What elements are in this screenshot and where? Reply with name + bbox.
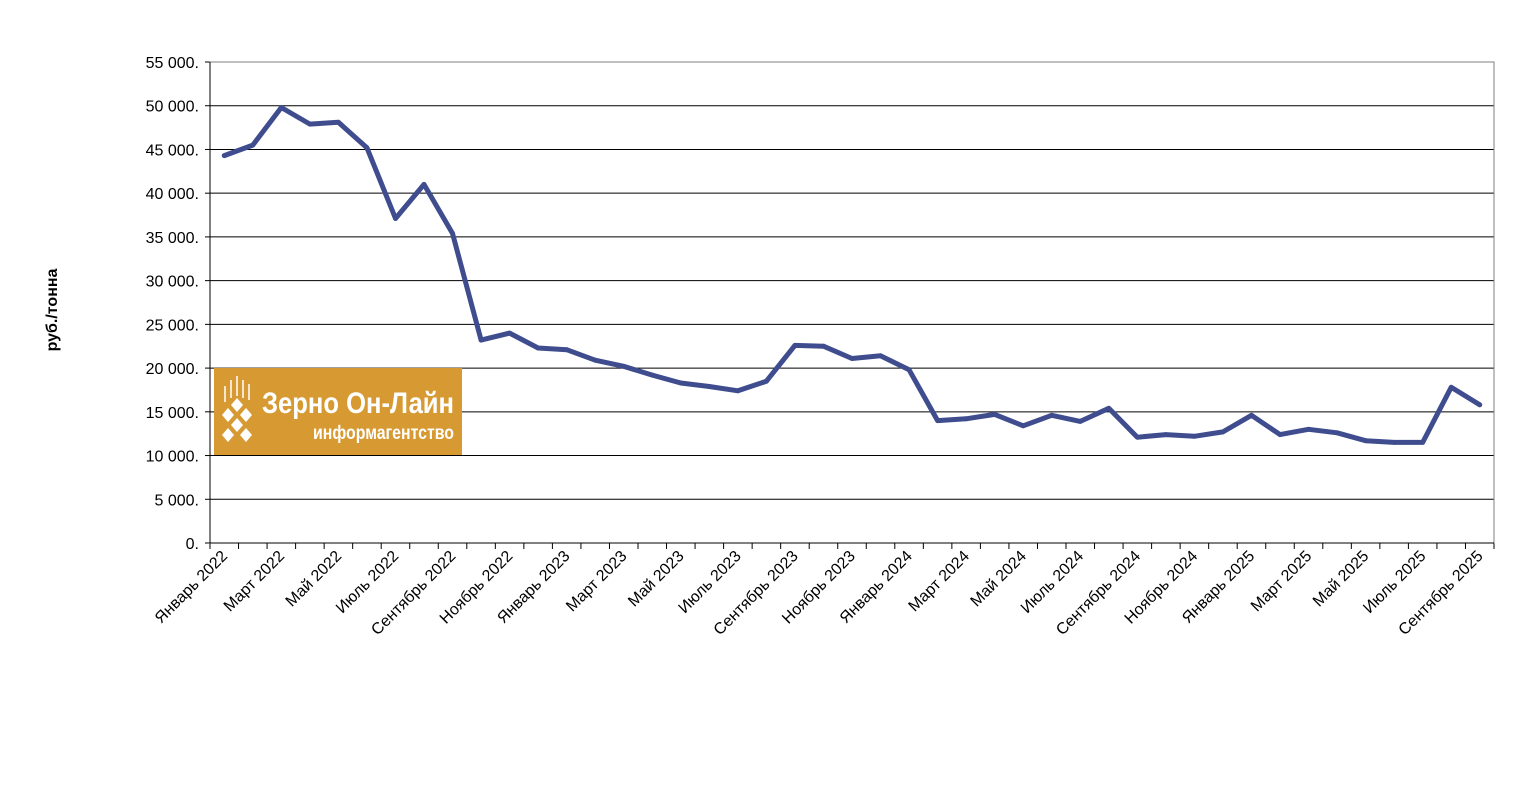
data-point — [1477, 402, 1483, 408]
data-point — [1220, 429, 1226, 435]
data-point — [878, 353, 883, 359]
data-point — [1249, 412, 1254, 418]
data-point — [507, 330, 512, 336]
data-point — [963, 416, 969, 422]
data-point — [649, 372, 655, 378]
data-point — [678, 380, 684, 386]
data-point — [935, 418, 940, 423]
data-point — [1134, 434, 1140, 440]
y-axis-ticks: 0. 5 000. 10 000. 15 000. 20 000. 25 000. 30 0… — [146, 55, 210, 553]
x-tick-label: Январь 2022 — [152, 548, 231, 627]
data-point — [564, 347, 570, 353]
y-tick-label: 20 000. — [146, 361, 199, 378]
data-point — [621, 363, 627, 369]
data-point — [535, 345, 541, 351]
data-point — [706, 384, 712, 389]
y-tick-label: 10 000. — [146, 449, 199, 466]
data-point — [906, 367, 912, 373]
plot-area-border — [209, 61, 1495, 544]
y-tick-label: 15 000. — [146, 405, 199, 422]
data-point — [364, 145, 370, 151]
data-point — [1334, 430, 1340, 436]
data-point — [1306, 426, 1311, 432]
y-tick-label: 5 000. — [155, 492, 199, 509]
logo-background — [214, 368, 462, 455]
data-point — [278, 105, 284, 110]
data-point — [250, 142, 256, 148]
data-point — [1391, 440, 1397, 445]
y-tick-label: 50 000. — [146, 99, 199, 116]
data-point — [1020, 423, 1026, 429]
data-point — [1077, 419, 1083, 424]
y-tick-label: 55 000. — [146, 55, 199, 72]
x-tick-label: Март 2023 — [563, 548, 630, 615]
y-tick-label: 0. — [186, 536, 199, 553]
data-point — [421, 182, 427, 187]
y-tick-label: 40 000. — [146, 186, 199, 203]
x-tick-label: Март 2025 — [1248, 548, 1315, 615]
data-point — [393, 216, 398, 221]
data-point — [221, 153, 227, 159]
data-point — [450, 231, 455, 236]
data-point — [821, 343, 826, 349]
logo-title: Зерно Он-Лайн — [262, 387, 454, 420]
series-group — [221, 105, 1483, 445]
y-tick-label: 45 000. — [146, 142, 199, 159]
data-point — [1163, 432, 1169, 437]
data-point — [478, 337, 484, 343]
data-point — [1192, 433, 1197, 439]
x-tick-label: Март 2022 — [221, 548, 288, 615]
data-point — [1363, 438, 1368, 444]
logo-subtitle: информагентство — [313, 423, 454, 444]
data-point — [1277, 432, 1283, 437]
data-point — [1420, 440, 1426, 445]
y-tick-label: 30 000. — [146, 274, 199, 291]
data-point — [992, 412, 998, 417]
data-point — [792, 343, 798, 348]
wheat-icon — [222, 376, 252, 442]
y-tick-label: 25 000. — [146, 317, 199, 334]
y-axis-label: руб./тонна — [44, 268, 61, 351]
y-tick-label: 35 000. — [146, 230, 199, 247]
data-point — [1448, 384, 1454, 390]
data-point — [336, 119, 341, 125]
data-point — [1106, 405, 1112, 411]
data-point — [592, 357, 598, 363]
data-point — [849, 356, 855, 361]
data-point — [1049, 412, 1055, 418]
logo-zerno-online: Зерно Он-Лайн информагентство — [214, 368, 462, 455]
data-point — [735, 388, 741, 394]
x-tick-label: Март 2024 — [906, 548, 973, 615]
data-point — [764, 378, 769, 384]
data-point — [307, 121, 313, 127]
